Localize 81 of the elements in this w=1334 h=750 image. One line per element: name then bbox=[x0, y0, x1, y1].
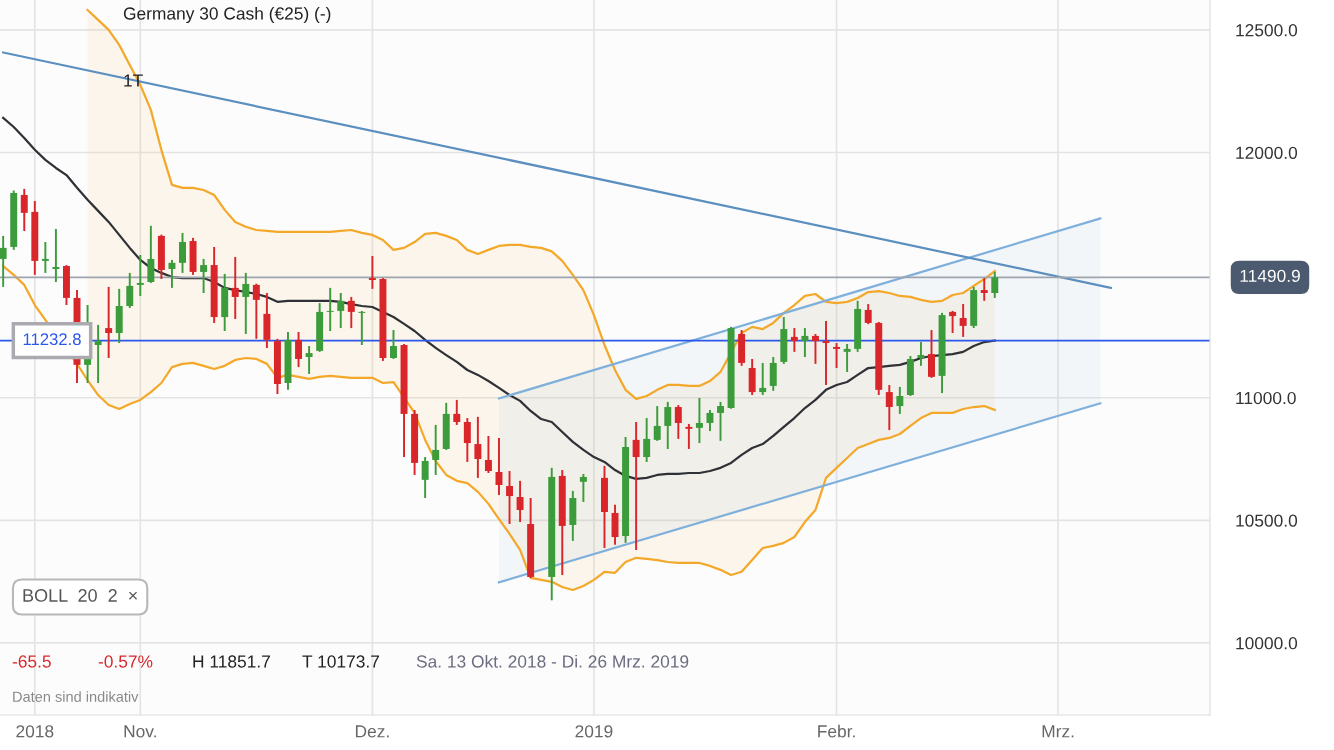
candlestick bbox=[801, 327, 809, 358]
candlestick bbox=[20, 187, 28, 232]
candlestick bbox=[252, 282, 260, 340]
candlestick bbox=[453, 398, 461, 426]
candlestick bbox=[864, 303, 872, 326]
candlestick bbox=[179, 231, 186, 274]
candlestick bbox=[147, 224, 155, 284]
x-tick-label: 2018 bbox=[16, 725, 54, 738]
candlestick bbox=[52, 228, 60, 283]
candlestick bbox=[980, 277, 988, 302]
candlestick bbox=[885, 383, 893, 432]
candlestick bbox=[959, 303, 967, 338]
candlestick bbox=[390, 329, 397, 360]
x-tick-label: 2019 bbox=[575, 725, 613, 738]
line-series bbox=[86, 8, 996, 401]
candlestick bbox=[432, 423, 440, 476]
candlestick bbox=[706, 409, 714, 433]
y-tick-label: 10000.0 bbox=[1236, 637, 1298, 650]
annotation: -65.5 bbox=[12, 655, 51, 668]
chart-title: Germany 30 Cash (€25) (-) bbox=[123, 6, 331, 24]
line-series bbox=[2, 116, 996, 480]
candlestick bbox=[0, 234, 7, 288]
candlestick bbox=[717, 400, 724, 442]
candlestick bbox=[200, 257, 208, 294]
ref-line-label: 11232.8 bbox=[23, 333, 81, 346]
candlestick bbox=[790, 327, 798, 353]
candlestick bbox=[474, 415, 482, 479]
candlestick bbox=[896, 385, 904, 415]
candlestick bbox=[358, 309, 366, 346]
candlestick bbox=[674, 404, 682, 440]
candlestick bbox=[833, 342, 841, 370]
y-tick-label: 12500.0 bbox=[1236, 24, 1298, 37]
x-tick-label: Nov. bbox=[124, 725, 156, 738]
candlestick bbox=[41, 241, 49, 274]
candlestick bbox=[463, 417, 471, 463]
candlestick bbox=[506, 470, 514, 525]
candlestick bbox=[368, 255, 376, 290]
candlestick bbox=[94, 323, 102, 384]
candlestick bbox=[695, 396, 703, 445]
candlestick bbox=[685, 422, 693, 450]
candlestick bbox=[136, 254, 144, 297]
annotation: Sa. 13 Okt. 2018 - Di. 26 Mrz. 2019 bbox=[416, 654, 689, 668]
y-tick-label: 11000.0 bbox=[1236, 391, 1296, 405]
candlestick bbox=[168, 258, 176, 289]
candlestick bbox=[347, 295, 355, 330]
annotation: -0.57% bbox=[98, 655, 153, 668]
candlestick bbox=[579, 473, 587, 503]
x-tick-label: Dez. bbox=[355, 725, 389, 738]
y-tick-label: 12000.0 bbox=[1236, 146, 1298, 159]
candlestick bbox=[242, 271, 250, 335]
x-tick-label: Mrz. bbox=[1042, 725, 1074, 738]
candlestick bbox=[126, 271, 134, 309]
candlestick bbox=[632, 421, 640, 551]
candlestick bbox=[231, 256, 239, 320]
ref-line-label: 11490.9 bbox=[1240, 269, 1300, 282]
x-tick-label: Febr. bbox=[818, 724, 855, 738]
candlestick bbox=[337, 292, 345, 330]
candlestick bbox=[326, 286, 334, 332]
y-tick-label: 10500.0 bbox=[1236, 514, 1298, 527]
candlestick bbox=[421, 456, 429, 499]
candlestick bbox=[949, 309, 957, 334]
candlestick bbox=[843, 343, 851, 373]
candlestick bbox=[811, 332, 819, 365]
candlestick bbox=[759, 361, 767, 396]
candlestick bbox=[653, 405, 661, 442]
annotation: BOLL 20 2 × bbox=[23, 589, 138, 602]
candlestick bbox=[305, 345, 313, 375]
candlestick bbox=[516, 479, 524, 523]
candlestick bbox=[928, 329, 935, 379]
candlestick bbox=[105, 285, 113, 359]
candlestick bbox=[991, 270, 999, 299]
candlestick bbox=[769, 356, 777, 392]
candlestick bbox=[917, 341, 925, 367]
candlestick bbox=[484, 434, 492, 474]
candlestick bbox=[295, 331, 303, 369]
candlestick bbox=[664, 400, 672, 450]
candlestick bbox=[495, 436, 503, 497]
candlestick bbox=[643, 417, 651, 463]
annotation: H 11851.7 bbox=[193, 655, 270, 668]
annotation: T 10173.7 bbox=[302, 655, 380, 668]
annotation: Daten sind indikativ bbox=[13, 691, 139, 702]
